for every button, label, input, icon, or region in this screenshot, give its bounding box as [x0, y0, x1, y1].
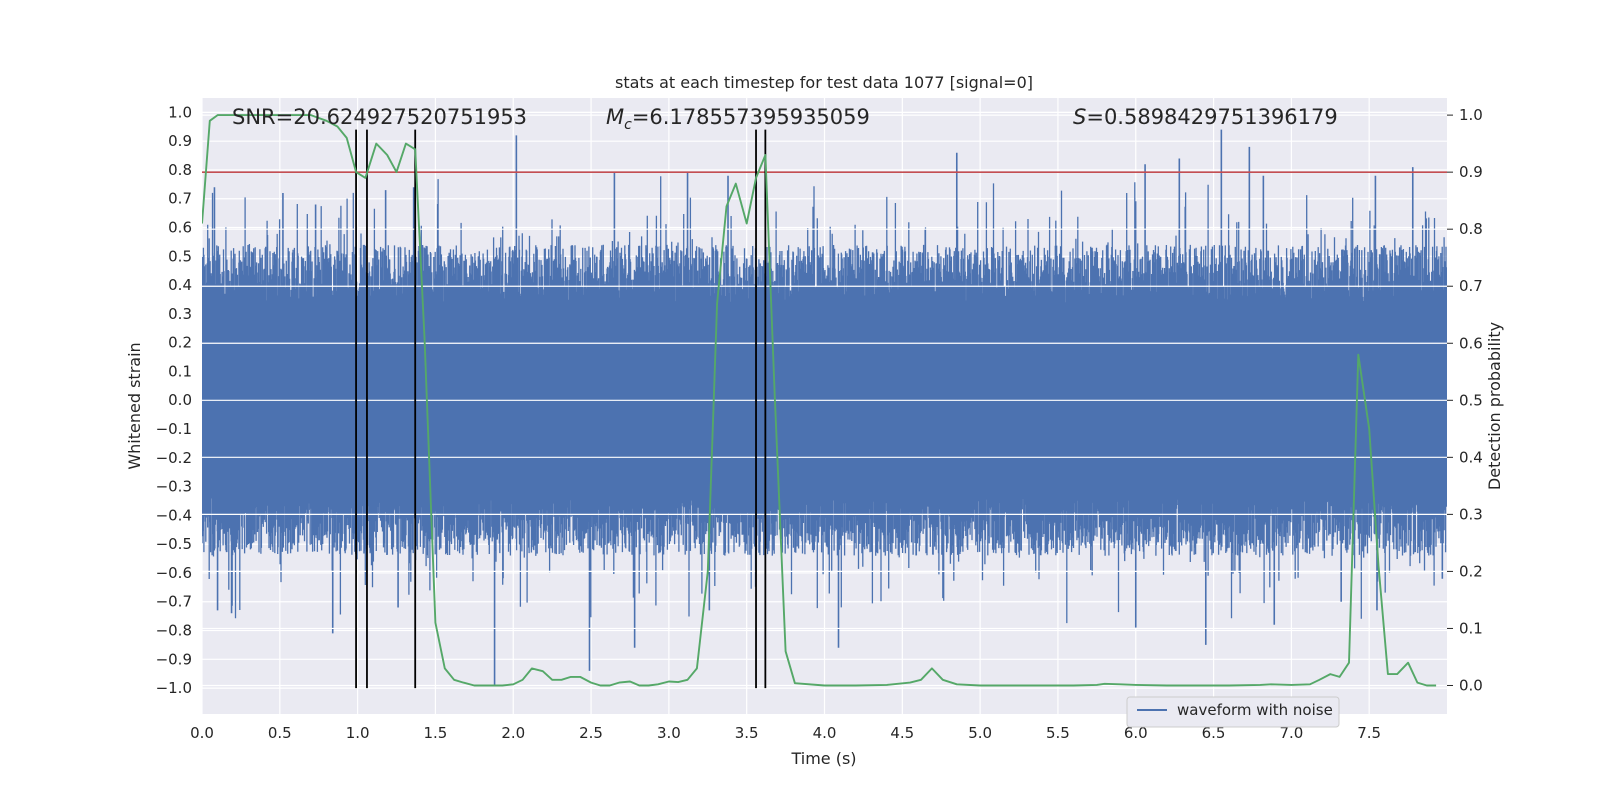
y-tick-label: 0.1	[168, 362, 192, 380]
y-tick-label: 0.9	[168, 132, 192, 150]
probability-series	[202, 114, 1437, 687]
y2-tick-label: 0.3	[1459, 505, 1483, 523]
y2-tick-label: 0.9	[1459, 163, 1483, 181]
x-tick-label: 2.5	[579, 724, 603, 742]
y-tick-label: 1.0	[168, 103, 192, 121]
x-tick-label: 4.0	[813, 724, 837, 742]
y-tick-label: 0.5	[168, 247, 192, 265]
x-tick-label: 7.5	[1357, 724, 1381, 742]
x-tick-label: 3.0	[657, 724, 681, 742]
x-tick-label: 0.5	[268, 724, 292, 742]
x-tick-label: 2.0	[501, 724, 525, 742]
y2-tick-label: 1.0	[1459, 106, 1483, 124]
x-tick-label: 5.0	[968, 724, 992, 742]
x-ticks: 0.0 0.5 1.0 1.5 2.0 2.5 3.0 3.5 4.0 4.5 5.0 5.5 6.0 6…	[190, 724, 1381, 742]
y-tick-label: −0.6	[156, 564, 192, 582]
s-annotation: S=0.5898429751396179	[1073, 105, 1338, 129]
y2-tick-label: 0.0	[1459, 676, 1483, 694]
y2-tick-label: 0.5	[1459, 391, 1483, 409]
y2-tick-label: 0.8	[1459, 220, 1483, 238]
y2-tick-label: 0.1	[1459, 619, 1483, 637]
y2-axis-label: Detection probability	[1485, 322, 1504, 490]
s-symbol: S	[1073, 105, 1086, 129]
snr-annotation: SNR=20.624927520751953	[232, 105, 527, 129]
legend: waveform with noise	[1126, 696, 1340, 728]
x-tick-label: 1.0	[346, 724, 370, 742]
y-ticks: 1.0 0.9 0.8 0.7 0.6 0.5 0.4 0.3 0.2 0.1 0.0 −0.1 −0.…	[156, 103, 192, 697]
y2-tick-label: 0.2	[1459, 562, 1483, 580]
detection-probability-line	[202, 114, 1437, 687]
y-tick-label: 0.8	[168, 161, 192, 179]
y-tick-label: 0.2	[168, 334, 192, 352]
y-tick-label: 0.7	[168, 190, 192, 208]
x-tick-label: 5.5	[1046, 724, 1070, 742]
x-tick-label: 1.5	[424, 724, 448, 742]
y-tick-label: −0.1	[156, 420, 192, 438]
y-tick-label: 0.0	[168, 391, 192, 409]
y-tick-label: 0.3	[168, 305, 192, 323]
x-axis-label: Time (s)	[790, 749, 856, 768]
y-axis-label: Whitened strain	[125, 342, 144, 469]
y-tick-label: −0.7	[156, 593, 192, 611]
y2-tick-label: 0.6	[1459, 334, 1483, 352]
legend-box	[1126, 696, 1340, 728]
y-tick-label: −0.9	[156, 650, 192, 668]
y-tick-label: 0.4	[168, 276, 192, 294]
waveform-body	[202, 176, 1447, 624]
y2-ticks: 1.0 0.9 0.8 0.7 0.6 0.5 0.4 0.3 0.2 0.1 0.0	[1447, 106, 1483, 694]
chirp-mass-annotation: Mc=6.178557395935059	[606, 105, 870, 133]
x-tick-label: 0.0	[190, 724, 214, 742]
chirp-mass-value: =6.178557395935059	[632, 105, 870, 129]
y-tick-label: −0.3	[156, 478, 192, 496]
legend-entry-label: waveform with noise	[1177, 701, 1333, 719]
y-tick-label: 0.6	[168, 219, 192, 237]
y2-gridlines	[202, 114, 1447, 687]
chart-title: stats at each timestep for test data 107…	[615, 73, 1033, 92]
y-tick-label: −0.8	[156, 622, 192, 640]
y-tick-label: −0.2	[156, 449, 192, 467]
chirp-mass-symbol: M	[606, 105, 624, 129]
y2-tick-label: 0.4	[1459, 448, 1483, 466]
s-value: =0.5898429751396179	[1086, 105, 1337, 129]
x-tick-label: 3.5	[735, 724, 759, 742]
x-tick-label: 7.0	[1279, 724, 1303, 742]
waveform-series	[202, 129, 1447, 686]
y-tick-label: −0.5	[156, 535, 192, 553]
vertical-markers	[355, 129, 767, 689]
x-tick-label: 4.5	[890, 724, 914, 742]
chirp-mass-subscript: c	[624, 117, 632, 133]
x-tick-label: 6.5	[1202, 724, 1226, 742]
y2-tick-label: 0.7	[1459, 277, 1483, 295]
x-tick-label: 6.0	[1124, 724, 1148, 742]
y-tick-label: −1.0	[156, 679, 192, 697]
y-tick-label: −0.4	[156, 506, 192, 524]
